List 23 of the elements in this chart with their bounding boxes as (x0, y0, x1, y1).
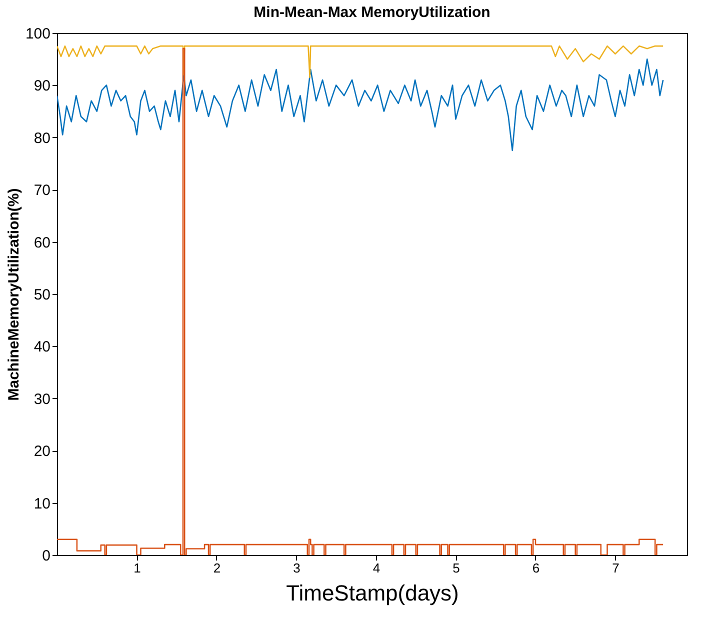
y-tick-label: 70 (34, 182, 50, 200)
x-tick-label: 3 (293, 560, 300, 576)
y-axis-title: MachineMemoryUtilization(%) (5, 188, 22, 401)
y-tick-label: 60 (34, 234, 50, 252)
y-tick-label: 100 (25, 26, 50, 42)
y-tick-label: 10 (34, 495, 50, 512)
y-tick-label: 80 (34, 130, 50, 147)
x-tick-label: 1 (134, 560, 141, 576)
chart-title: Min-Mean-Max MemoryUtilization (254, 4, 490, 21)
x-tick-label: 4 (372, 560, 380, 576)
y-tick-label: 90 (34, 78, 50, 95)
x-tick-label: 2 (213, 560, 221, 576)
x-tick-label: 6 (532, 560, 540, 576)
x-axis-title: TimeStamp(days) (286, 580, 459, 606)
y-tick-label: 0 (42, 548, 50, 564)
x-tick-label: 7 (612, 560, 620, 576)
x-tick-label: 5 (452, 560, 460, 576)
y-tick-label: 40 (34, 338, 50, 356)
y-tick-label: 30 (34, 390, 50, 408)
line-series (57, 45, 664, 78)
line-series (57, 58, 664, 152)
y-tick-label: 50 (34, 286, 50, 304)
y-tick-label: 20 (34, 443, 50, 460)
